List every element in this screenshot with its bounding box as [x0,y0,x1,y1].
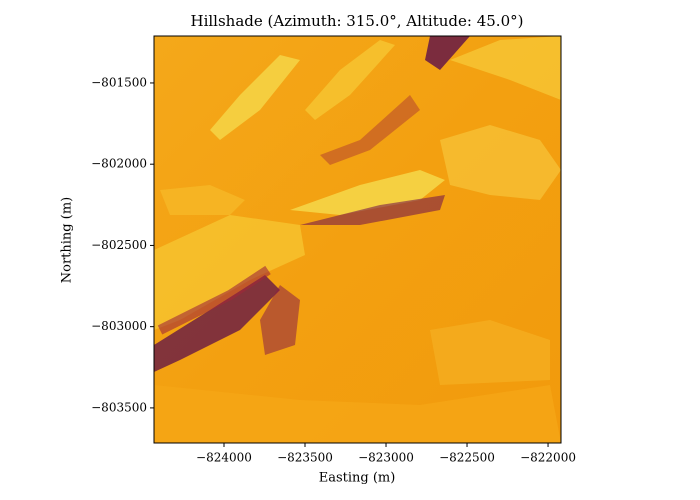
y-tick-label: −803500 [91,400,147,414]
y-tick-label: −801500 [91,75,147,89]
x-tick-label: −823000 [358,451,414,465]
x-tick-label: −824000 [196,451,252,465]
x-tick-label: −822500 [439,451,495,465]
axes-frame [153,35,562,444]
y-tick-label: −803000 [91,319,147,333]
x-axis-label: Easting (m) [319,471,396,486]
hillshade-raster [154,36,561,443]
y-tick-label: −802500 [91,238,147,252]
y-tick-label: −802000 [91,157,147,171]
x-tick-label: −823500 [277,451,333,465]
y-axis-label: Northing (m) [60,197,75,283]
x-tick-label: −822000 [520,451,576,465]
chart-title: Hillshade (Azimuth: 315.0°, Altitude: 45… [191,12,524,30]
